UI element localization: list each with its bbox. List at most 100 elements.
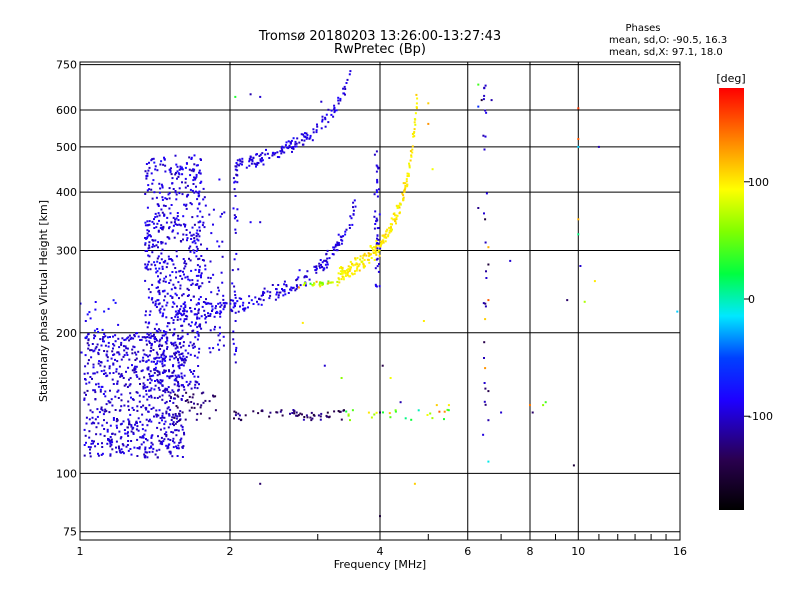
data-point <box>198 287 200 290</box>
data-point <box>199 412 202 415</box>
data-point <box>156 397 159 399</box>
data-point <box>262 163 265 166</box>
data-point <box>145 360 148 363</box>
data-point <box>260 303 263 306</box>
data-point <box>250 299 253 302</box>
data-point <box>174 173 177 176</box>
data-point <box>168 237 171 240</box>
data-point <box>201 215 204 218</box>
data-point <box>156 378 159 381</box>
data-point <box>89 409 92 412</box>
data-point <box>208 213 211 216</box>
data-point <box>306 270 309 273</box>
data-point <box>96 343 99 346</box>
data-point <box>375 239 378 242</box>
data-point <box>285 141 288 144</box>
data-point <box>198 235 201 238</box>
data-point <box>218 245 221 248</box>
data-point <box>173 352 176 355</box>
data-point <box>164 164 167 167</box>
data-point <box>324 125 327 128</box>
data-point <box>408 166 411 169</box>
data-point <box>176 394 179 397</box>
data-point <box>218 348 221 351</box>
data-point <box>166 375 169 378</box>
data-point <box>413 121 416 124</box>
data-point <box>198 271 201 274</box>
data-point <box>169 212 172 215</box>
data-point <box>153 161 156 164</box>
data-point <box>112 299 115 302</box>
data-point <box>285 146 288 149</box>
data-point <box>153 333 155 336</box>
data-point <box>169 258 172 260</box>
data-point <box>233 285 236 288</box>
data-point <box>216 240 219 243</box>
data-point <box>183 301 186 304</box>
data-point <box>175 445 177 448</box>
data-point <box>402 196 405 199</box>
data-point <box>168 377 171 380</box>
data-point <box>154 267 157 270</box>
data-point <box>214 409 217 412</box>
data-point <box>159 187 162 190</box>
data-point <box>215 310 218 313</box>
data-point <box>144 242 147 245</box>
data-point <box>173 441 176 444</box>
data-point <box>174 374 177 377</box>
data-point <box>196 215 199 218</box>
data-point <box>109 336 111 338</box>
data-point <box>329 281 332 284</box>
data-point <box>171 259 174 262</box>
data-point <box>240 418 243 421</box>
data-point <box>169 171 172 174</box>
data-point <box>183 433 186 436</box>
data-point <box>303 139 306 142</box>
data-point <box>87 347 90 350</box>
data-point <box>103 373 105 375</box>
data-point <box>171 296 174 299</box>
data-point <box>171 343 173 346</box>
data-point <box>572 464 575 467</box>
data-point <box>193 406 196 409</box>
data-point <box>176 406 179 409</box>
data-point <box>169 400 171 402</box>
data-point <box>177 334 180 337</box>
data-point <box>406 175 409 178</box>
data-point <box>202 401 205 404</box>
data-point <box>150 172 153 175</box>
data-point <box>295 145 298 148</box>
data-point <box>148 404 151 407</box>
data-point <box>163 358 166 361</box>
data-point <box>92 389 95 392</box>
data-point <box>174 267 177 269</box>
data-point <box>175 193 178 196</box>
data-point <box>152 239 155 242</box>
data-point <box>188 247 191 250</box>
data-point <box>384 233 387 236</box>
data-point <box>171 305 174 308</box>
data-point <box>219 315 222 318</box>
data-point <box>373 227 376 230</box>
data-point <box>327 108 330 111</box>
data-point <box>352 264 355 267</box>
data-point <box>258 298 261 300</box>
data-point <box>103 350 106 352</box>
data-point <box>374 283 377 286</box>
data-point <box>194 307 196 310</box>
data-point <box>186 275 189 278</box>
data-point <box>490 99 493 102</box>
data-point <box>291 287 294 290</box>
data-point <box>190 406 193 409</box>
data-point <box>305 275 308 278</box>
data-point <box>288 146 291 149</box>
data-point <box>106 428 109 431</box>
data-point <box>431 168 434 171</box>
data-point <box>209 260 212 263</box>
data-point <box>148 321 151 324</box>
data-point <box>306 416 309 419</box>
data-point <box>317 414 320 417</box>
data-point <box>268 297 271 300</box>
data-point <box>378 263 380 265</box>
data-point <box>347 268 350 271</box>
